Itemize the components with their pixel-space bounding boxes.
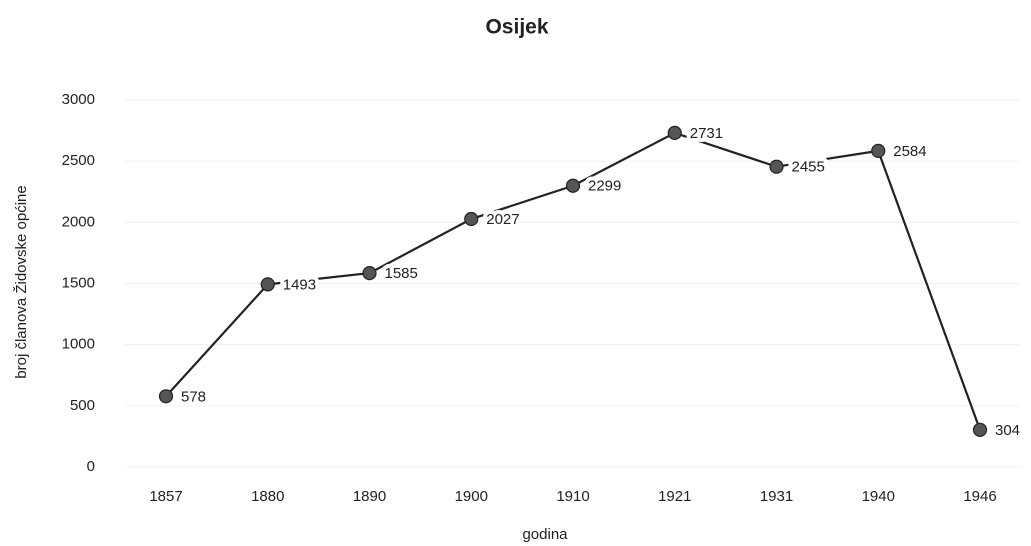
y-tick-label: 500 xyxy=(70,397,95,414)
data-point xyxy=(769,159,784,174)
data-label: 1585 xyxy=(385,265,418,282)
y-tick-label: 0 xyxy=(87,458,95,475)
y-tick-label: 3000 xyxy=(62,91,95,108)
data-label: 578 xyxy=(181,388,206,405)
data-point xyxy=(464,211,479,227)
x-tick-label: 1890 xyxy=(353,488,386,505)
data-label: 2455 xyxy=(792,159,825,176)
data-label: 304 xyxy=(995,422,1020,439)
data-label: 2299 xyxy=(588,178,621,195)
y-tick-label: 2000 xyxy=(62,213,95,230)
x-tick-label: 1931 xyxy=(760,488,793,505)
x-tick-label: 1910 xyxy=(556,488,589,505)
y-tick-label: 1000 xyxy=(62,336,95,353)
y-tick-label: 1500 xyxy=(62,274,95,291)
data-label: 2731 xyxy=(690,125,723,142)
x-tick-label: 1900 xyxy=(455,488,488,505)
x-tick-label: 1940 xyxy=(862,488,895,505)
data-point xyxy=(158,389,174,404)
chart-title: Osijek xyxy=(485,16,548,39)
x-tick-label: 1880 xyxy=(251,488,284,505)
data-label: 1493 xyxy=(283,276,316,293)
x-tick-label: 1921 xyxy=(658,488,691,505)
y-axis-label: broj članova Židovske općine xyxy=(13,185,30,378)
data-point xyxy=(667,125,682,141)
x-tick-label: 1857 xyxy=(149,488,182,505)
data-point xyxy=(260,277,275,292)
y-tick-label: 2500 xyxy=(62,152,95,169)
data-point xyxy=(565,178,581,193)
data-label: 2584 xyxy=(893,143,926,160)
data-label: 2027 xyxy=(486,211,519,228)
x-axis-label: godina xyxy=(522,526,568,543)
data-point xyxy=(362,266,377,281)
x-tick-label: 1946 xyxy=(963,488,996,505)
data-point xyxy=(972,422,988,437)
data-point xyxy=(871,143,886,158)
